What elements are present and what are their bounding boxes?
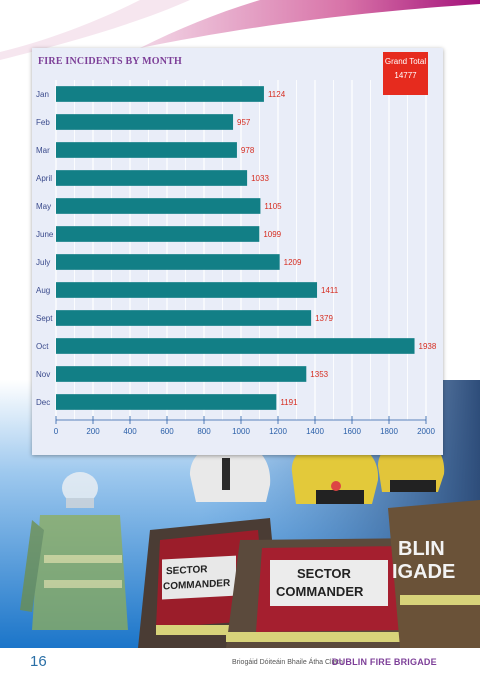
grand-total-box: Grand Total 14777 bbox=[383, 52, 428, 95]
bar-chart: 0 200 400 600 800 1000 1200 1400 1600 1800 2000 Jan… bbox=[36, 80, 437, 436]
bar bbox=[56, 366, 307, 382]
bar bbox=[56, 282, 318, 298]
data-label: 1191 bbox=[280, 398, 298, 407]
svg-text:COMMANDER: COMMANDER bbox=[163, 578, 231, 593]
category-label: June bbox=[36, 230, 54, 239]
x-tick-label: 600 bbox=[160, 427, 174, 436]
category-label: Nov bbox=[36, 370, 50, 379]
x-tick-label: 200 bbox=[86, 427, 100, 436]
data-label: 978 bbox=[241, 146, 255, 155]
bar bbox=[56, 198, 261, 214]
category-label: Dec bbox=[36, 398, 50, 407]
bar bbox=[56, 86, 264, 102]
category-label: Jan bbox=[36, 90, 49, 99]
bar bbox=[56, 114, 234, 130]
x-tick-label: 400 bbox=[123, 427, 137, 436]
sector-commander-center: SECTOR COMMANDER bbox=[226, 439, 448, 648]
svg-text:SECTOR: SECTOR bbox=[166, 564, 208, 577]
x-tick-label: 800 bbox=[197, 427, 211, 436]
bar bbox=[56, 394, 277, 410]
footer-irish-name: Briogáid Dóiteáin Bhaile Átha Cliath bbox=[232, 659, 343, 666]
category-label: April bbox=[36, 174, 52, 183]
page-footer bbox=[0, 648, 480, 679]
chart-title: FIRE INCIDENTS BY MONTH bbox=[38, 56, 182, 67]
category-label: Feb bbox=[36, 118, 50, 127]
x-tick-label: 1400 bbox=[306, 427, 324, 436]
bar bbox=[56, 338, 415, 354]
data-label: 1379 bbox=[315, 314, 333, 323]
category-label: Mar bbox=[36, 146, 50, 155]
category-label: Sept bbox=[36, 314, 53, 323]
bar bbox=[56, 142, 237, 158]
data-label: 1105 bbox=[264, 202, 282, 211]
bar bbox=[56, 226, 260, 242]
category-label: July bbox=[36, 258, 50, 267]
bar bbox=[56, 310, 312, 326]
chart-card: 0 200 400 600 800 1000 1200 1400 1600 1800 2000 Jan… bbox=[32, 48, 443, 455]
data-label: 1209 bbox=[284, 258, 302, 267]
x-tick-label: 1600 bbox=[343, 427, 361, 436]
bar bbox=[56, 254, 280, 270]
x-tick-label: 1800 bbox=[380, 427, 398, 436]
svg-text:COMMANDER: COMMANDER bbox=[276, 584, 364, 599]
category-label: Aug bbox=[36, 286, 50, 295]
data-label: 1411 bbox=[321, 286, 339, 295]
x-tick-label: 2000 bbox=[417, 427, 435, 436]
header-swoosh bbox=[0, 0, 480, 60]
grand-total-value: 14777 bbox=[394, 71, 417, 80]
data-label: 1033 bbox=[251, 174, 269, 183]
footer-brand: DUBLIN FIRE BRIGADE bbox=[332, 657, 437, 667]
data-label: 1353 bbox=[310, 370, 328, 379]
x-tick-label: 1000 bbox=[232, 427, 250, 436]
x-tick-label: 0 bbox=[54, 427, 59, 436]
grand-total-label: Grand Total bbox=[384, 57, 427, 66]
data-label: 1938 bbox=[419, 342, 437, 351]
category-label: May bbox=[36, 202, 51, 211]
svg-text:BLIN: BLIN bbox=[398, 538, 445, 560]
data-label: 1099 bbox=[263, 230, 281, 239]
svg-text:IGADE: IGADE bbox=[392, 561, 455, 583]
page-number: 16 bbox=[30, 653, 47, 670]
svg-text:SECTOR: SECTOR bbox=[297, 566, 352, 581]
bar bbox=[56, 170, 248, 186]
data-label: 1124 bbox=[268, 90, 286, 99]
x-tick-label: 1200 bbox=[269, 427, 287, 436]
category-label: Oct bbox=[36, 342, 49, 351]
data-label: 957 bbox=[237, 118, 251, 127]
